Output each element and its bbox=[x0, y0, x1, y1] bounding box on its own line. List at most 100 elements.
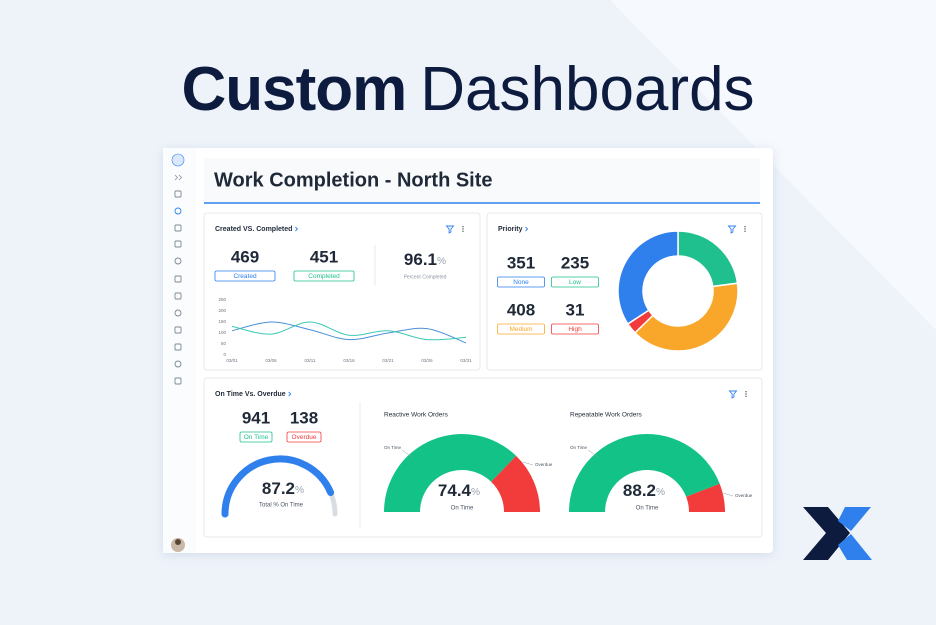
filter-button[interactable] bbox=[728, 390, 738, 399]
stat-label: Completed bbox=[308, 273, 340, 280]
menu-dot bbox=[744, 226, 746, 228]
panel bbox=[203, 212, 481, 371]
x-tick-label: 03/01 bbox=[226, 358, 238, 363]
menu-dot bbox=[462, 226, 464, 228]
chart-title: Repeatable Work Orders bbox=[570, 412, 643, 419]
x-tick-label: 03/21 bbox=[382, 358, 394, 363]
title-chevron[interactable] bbox=[288, 391, 292, 397]
sidebar-icon[interactable] bbox=[174, 326, 182, 334]
gauge-label: On Time bbox=[636, 506, 659, 512]
headline-light: Dashboards bbox=[420, 55, 754, 124]
priority-label-box bbox=[497, 276, 545, 288]
label-leader bbox=[401, 449, 413, 458]
menu-dot bbox=[745, 391, 747, 393]
stat-label-box bbox=[214, 270, 276, 282]
label-leader bbox=[722, 492, 734, 497]
count-value: 138 bbox=[290, 408, 318, 427]
sidebar-expand[interactable] bbox=[174, 174, 183, 181]
number: 88.2 bbox=[623, 481, 656, 500]
logo-dark bbox=[803, 507, 850, 560]
gauge-value: 74.4% bbox=[438, 481, 480, 500]
sidebar-icon[interactable] bbox=[174, 275, 182, 283]
number: 87.2 bbox=[262, 479, 295, 498]
sidebar-icon[interactable] bbox=[174, 240, 182, 248]
menu-dot bbox=[462, 228, 464, 230]
sidebar-icon[interactable] bbox=[174, 207, 182, 215]
sidebar-icon[interactable] bbox=[174, 360, 182, 368]
x-tick-label: 03/11 bbox=[305, 358, 316, 363]
title-chevron[interactable] bbox=[525, 226, 529, 232]
percent-completed: 96.1% bbox=[404, 250, 446, 269]
percent-label: Percent Completed bbox=[404, 274, 447, 280]
headline-bold: Custom bbox=[181, 55, 406, 124]
sidebar-icon[interactable] bbox=[174, 309, 182, 317]
x-tick-label: 03/16 bbox=[343, 358, 355, 363]
y-tick-label: 200 bbox=[218, 308, 226, 313]
menu-dot bbox=[745, 393, 747, 395]
legend-label: On Time bbox=[570, 445, 588, 450]
panel-title: On Time Vs. Overdue bbox=[215, 391, 286, 398]
gauge-overdue bbox=[491, 455, 540, 512]
menu-dot bbox=[462, 230, 464, 232]
gauge-fill bbox=[221, 455, 335, 518]
sidebar bbox=[163, 148, 196, 553]
menu-dot bbox=[745, 395, 747, 397]
page-title: Work Completion - North Site bbox=[214, 169, 493, 191]
stat-label-box bbox=[293, 270, 355, 282]
count-label: On Time bbox=[244, 434, 269, 441]
number: 74.4 bbox=[438, 481, 472, 500]
panel-title: Created VS. Completed bbox=[215, 226, 292, 233]
title-bar bbox=[204, 158, 760, 203]
chart-title: Reactive Work Orders bbox=[384, 412, 449, 419]
sidebar-icon[interactable] bbox=[174, 292, 182, 300]
sidebar-icon[interactable] bbox=[174, 343, 182, 351]
gauge-on-time bbox=[569, 434, 720, 512]
stat-value: 469 bbox=[231, 247, 259, 266]
priority-value: 408 bbox=[507, 300, 535, 319]
gauge-overdue bbox=[686, 483, 725, 512]
priority-label: Low bbox=[569, 279, 581, 286]
legend-label: Overdue bbox=[735, 493, 753, 498]
sidebar-icon[interactable] bbox=[174, 190, 182, 198]
y-tick-label: 150 bbox=[218, 319, 226, 324]
donut-segment bbox=[617, 230, 679, 325]
sidebar-icon[interactable] bbox=[174, 377, 182, 385]
unit: % bbox=[437, 256, 446, 267]
gauge-value: 87.2% bbox=[262, 479, 304, 498]
menu-dot bbox=[744, 228, 746, 230]
sidebar-logo[interactable] bbox=[171, 153, 185, 167]
count-label: Overdue bbox=[292, 434, 317, 441]
title-chevron[interactable] bbox=[295, 226, 299, 232]
menu-dot bbox=[744, 230, 746, 232]
priority-label-box bbox=[551, 323, 599, 335]
filter-button[interactable] bbox=[445, 225, 455, 234]
logo-blue bbox=[838, 507, 871, 531]
unit: % bbox=[471, 487, 480, 498]
donut-segment bbox=[633, 282, 739, 352]
logo-blue bbox=[838, 534, 872, 560]
avatar-head bbox=[175, 539, 181, 545]
stat-label: Created bbox=[233, 273, 257, 280]
filter-button[interactable] bbox=[727, 225, 737, 234]
stat-value: 451 bbox=[310, 247, 338, 266]
priority-label-box bbox=[497, 323, 545, 335]
priority-value: 31 bbox=[566, 300, 585, 319]
x-tick-label: 03/06 bbox=[265, 358, 277, 363]
sidebar-icon[interactable] bbox=[174, 257, 182, 265]
sidebar-icon[interactable] bbox=[174, 224, 182, 232]
gauge-label: On Time bbox=[451, 506, 474, 512]
y-tick-label: 0 bbox=[223, 352, 226, 357]
legend-label: On Time bbox=[384, 445, 402, 450]
headline: Custom Dashboards bbox=[181, 55, 754, 124]
priority-label: None bbox=[513, 279, 529, 286]
number: 96.1 bbox=[404, 250, 437, 269]
count-label-box bbox=[239, 431, 273, 443]
count-value: 941 bbox=[242, 408, 270, 427]
line-series bbox=[231, 321, 467, 341]
label-leader bbox=[522, 461, 534, 466]
x-tick-label: 03/26 bbox=[421, 358, 433, 363]
priority-label: High bbox=[568, 326, 582, 333]
priority-label: Medium bbox=[509, 326, 532, 333]
priority-value: 235 bbox=[561, 253, 589, 272]
